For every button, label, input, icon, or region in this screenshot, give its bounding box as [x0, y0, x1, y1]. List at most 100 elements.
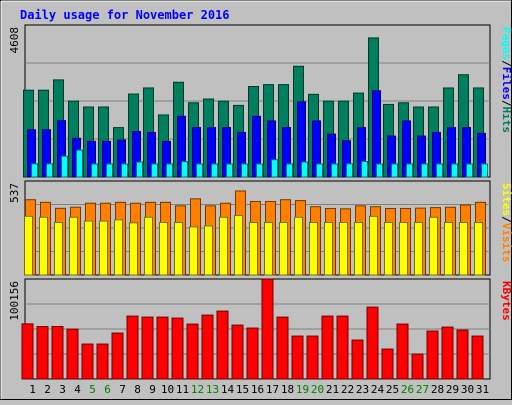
series-pages — [31, 149, 488, 178]
x-tick-label: 14 — [221, 383, 235, 396]
bar-kbytes-4 — [66, 328, 79, 380]
x-tick-label: 5 — [89, 383, 96, 396]
bar-kbytes-21 — [321, 315, 334, 380]
bar-pages-20 — [316, 163, 323, 178]
bar-sites-21 — [324, 221, 333, 276]
ylabel-part: Visits — [500, 223, 512, 263]
panel-visits-sites: 537 Sites/Visits — [8, 180, 512, 276]
bar-kbytes-15 — [231, 324, 244, 380]
panel-kbytes: 100156 KBytes — [8, 278, 512, 380]
y-max-label: 537 — [8, 183, 21, 203]
x-tick-label: 25 — [386, 383, 399, 396]
x-tick-label: 1 — [29, 383, 36, 396]
x-tick-label: 9 — [149, 383, 156, 396]
bar-pages-16 — [256, 163, 263, 178]
bar-sites-1 — [24, 215, 33, 276]
bar-pages-11 — [181, 161, 188, 178]
x-tick-label: 12 — [191, 383, 204, 396]
bar-sites-12 — [189, 226, 198, 276]
bar-sites-4 — [69, 216, 78, 276]
bar-sites-6 — [99, 220, 108, 276]
x-tick-label: 27 — [416, 383, 429, 396]
ylabel-part: Sites — [500, 183, 512, 216]
bar-sites-26 — [399, 221, 408, 276]
bar-kbytes-16 — [246, 327, 259, 380]
x-tick-label: 4 — [74, 383, 81, 396]
x-tick-label: 10 — [161, 383, 174, 396]
x-tick-label: 22 — [341, 383, 354, 396]
bar-kbytes-2 — [36, 326, 49, 380]
bar-kbytes-17 — [261, 278, 274, 380]
ylabel-separator: / — [500, 100, 512, 107]
bar-kbytes-6 — [96, 343, 109, 380]
bar-pages-22 — [346, 163, 353, 178]
x-tick-label: 8 — [134, 383, 141, 396]
bar-kbytes-8 — [126, 315, 139, 380]
bar-kbytes-10 — [156, 316, 169, 380]
x-tick-label: 6 — [104, 383, 111, 396]
bar-kbytes-11 — [171, 317, 184, 380]
bar-kbytes-26 — [396, 323, 409, 380]
bar-pages-17 — [271, 159, 278, 178]
bar-pages-6 — [106, 163, 113, 178]
x-tick-label: 23 — [356, 383, 369, 396]
bar-kbytes-22 — [336, 315, 349, 380]
bar-kbytes-18 — [276, 316, 289, 380]
bar-kbytes-13 — [201, 314, 214, 380]
bar-sites-29 — [444, 221, 453, 276]
bar-pages-18 — [286, 163, 293, 178]
bar-pages-1 — [31, 163, 38, 178]
bar-kbytes-31 — [471, 335, 484, 380]
bar-kbytes-19 — [291, 335, 304, 380]
x-tick-label: 24 — [371, 383, 385, 396]
bar-pages-31 — [481, 163, 488, 178]
bar-kbytes-9 — [141, 316, 154, 380]
bar-sites-22 — [339, 221, 348, 276]
series-kbytes — [21, 278, 484, 380]
x-tick-label: 29 — [446, 383, 459, 396]
x-tick-label: 16 — [251, 383, 264, 396]
bar-sites-23 — [354, 221, 363, 276]
bar-sites-19 — [294, 216, 303, 276]
bar-sites-17 — [264, 221, 273, 276]
bar-sites-13 — [204, 225, 213, 276]
bar-pages-25 — [391, 163, 398, 178]
x-tick-label: 7 — [119, 383, 126, 396]
bar-pages-24 — [376, 163, 383, 178]
bar-pages-2 — [46, 163, 53, 178]
x-tick-label: 11 — [176, 383, 189, 396]
bar-pages-14 — [226, 163, 233, 178]
bar-pages-13 — [211, 163, 218, 178]
bar-sites-2 — [39, 216, 48, 276]
bar-sites-14 — [219, 216, 228, 276]
x-tick-label: 18 — [281, 383, 294, 396]
ylabel-separator: / — [500, 60, 512, 67]
panel-ylabel: KBytes — [500, 281, 512, 321]
bar-sites-9 — [144, 216, 153, 276]
bar-sites-11 — [174, 221, 183, 276]
bar-pages-23 — [361, 161, 368, 178]
bar-sites-28 — [429, 216, 438, 276]
x-tick-label: 20 — [311, 383, 324, 396]
bar-sites-25 — [384, 221, 393, 276]
bar-sites-3 — [54, 221, 63, 276]
ylabel-part: Pages — [500, 27, 512, 60]
bar-pages-12 — [196, 163, 203, 178]
bar-pages-27 — [421, 163, 428, 178]
bar-pages-4 — [76, 149, 83, 178]
x-tick-label: 17 — [266, 383, 279, 396]
y-max-label: 4608 — [8, 27, 21, 54]
x-tick-label: 2 — [44, 383, 51, 396]
ylabel-part: Files — [500, 67, 512, 100]
bar-kbytes-1 — [21, 323, 34, 380]
bar-sites-16 — [249, 221, 258, 276]
x-tick-label: 31 — [476, 383, 489, 396]
bar-pages-3 — [61, 155, 68, 178]
bar-kbytes-5 — [81, 343, 94, 380]
bar-kbytes-24 — [366, 306, 379, 380]
bar-sites-20 — [309, 221, 318, 276]
y-max-label: 100156 — [8, 281, 21, 321]
bar-pages-8 — [136, 161, 143, 178]
